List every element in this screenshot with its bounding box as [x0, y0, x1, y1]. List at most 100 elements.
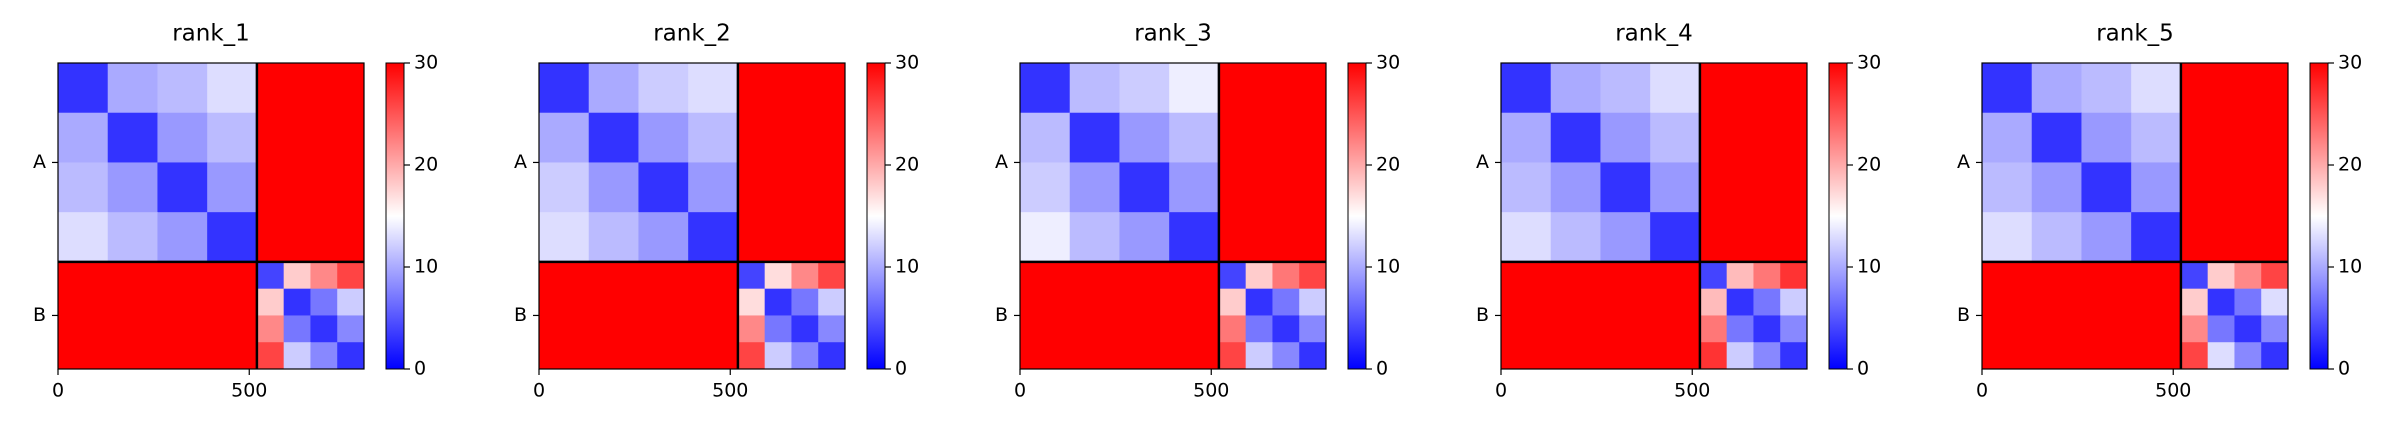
heatmap-cell — [1600, 112, 1651, 163]
heatmap-cell — [588, 112, 639, 163]
heatmap-cell — [2180, 315, 2209, 343]
heatmap-cell — [1726, 162, 1754, 213]
heatmap-cell — [2234, 162, 2262, 213]
heatmap-cell — [588, 212, 639, 263]
heatmap-cell — [2180, 288, 2209, 316]
heatmap-cell — [1982, 212, 2033, 263]
y-tick-label: A — [33, 151, 46, 173]
x-tick-label: 0 — [1014, 380, 1026, 402]
heatmap-cell — [1650, 342, 1701, 370]
heatmap-cell — [283, 212, 311, 263]
heatmap-cell — [1069, 162, 1120, 213]
heatmap-cell — [337, 288, 365, 316]
heatmap-cell — [1501, 342, 1552, 370]
heatmap-cell — [791, 288, 819, 316]
heatmap-cell — [1169, 315, 1220, 343]
colorbar-tick-label: 10 — [1376, 256, 1400, 278]
heatmap-cell — [2081, 162, 2132, 213]
heatmap-cell — [1245, 261, 1273, 290]
heatmap-cell — [818, 315, 846, 343]
heatmap-cell — [337, 112, 365, 163]
heatmap-cell — [2081, 63, 2132, 114]
heatmap-cell — [638, 342, 689, 370]
heatmap-cell — [1753, 112, 1781, 163]
plot-frame — [1019, 62, 1327, 370]
heatmap-cell — [1699, 63, 1728, 114]
heatmap-cell — [1753, 212, 1781, 263]
heatmap-cell — [310, 288, 338, 316]
heatmap-cell — [1272, 342, 1300, 370]
heatmap-cell — [2207, 212, 2235, 263]
heatmap-cell — [539, 342, 590, 370]
heatmap-cell — [1218, 261, 1247, 290]
heatmap-cell — [2207, 261, 2235, 290]
heatmap-cell — [1982, 288, 2033, 316]
heatmap-cell — [764, 342, 792, 370]
heatmap-cell — [588, 63, 639, 114]
heatmap-cell — [1780, 315, 1808, 343]
heatmap-cell — [58, 63, 109, 114]
heatmap-cell — [791, 162, 819, 213]
heatmap-cell — [2234, 288, 2262, 316]
heatmap-cell — [2207, 112, 2235, 163]
heatmap-cell — [2234, 112, 2262, 163]
heatmap-cell — [1245, 342, 1273, 370]
heatmap-cell — [1982, 261, 2033, 290]
heatmap-cell — [2180, 63, 2209, 114]
heatmap-cell — [1550, 63, 1601, 114]
heatmap-cell — [1069, 261, 1120, 290]
heatmap-cell — [2261, 63, 2289, 114]
heatmap-cell — [283, 162, 311, 213]
heatmap-cell — [1699, 288, 1728, 316]
y-tick-label: A — [1476, 151, 1489, 173]
y-tick-label: B — [1957, 304, 1970, 326]
heatmap-cell — [1550, 342, 1601, 370]
heatmap-cell — [818, 212, 846, 263]
heatmap-cell — [2234, 315, 2262, 343]
heatmap-cell — [539, 261, 590, 290]
heatmap-cell — [1650, 112, 1701, 163]
heatmap-cell — [310, 212, 338, 263]
heatmap-cell — [1650, 212, 1701, 263]
heatmap-cell — [1119, 63, 1170, 114]
heatmap-cell — [588, 288, 639, 316]
heatmap-cell — [1069, 212, 1120, 263]
heatmap-cell — [2180, 162, 2209, 213]
heatmap-cell — [2081, 112, 2132, 163]
heatmap-cell — [157, 342, 208, 370]
y-tick-label: A — [995, 151, 1008, 173]
heatmap-cell — [1119, 261, 1170, 290]
heatmap-cell — [1020, 162, 1071, 213]
heatmap-cell — [2207, 342, 2235, 370]
heatmap-cell — [283, 288, 311, 316]
heatmap-cell — [1753, 162, 1781, 213]
heatmap-cell — [1501, 63, 1552, 114]
heatmap-cell — [737, 261, 766, 290]
heatmap-cell — [1299, 112, 1327, 163]
x-tick-label: 500 — [1193, 380, 1229, 402]
heatmap-cell — [310, 342, 338, 370]
heatmap-cell — [1245, 63, 1273, 114]
heatmap-cell — [588, 162, 639, 213]
y-tick-label: B — [514, 304, 527, 326]
heatmap-cell — [638, 315, 689, 343]
heatmap-cell — [58, 315, 109, 343]
heatmap-cell — [791, 63, 819, 114]
heatmap-cell — [256, 63, 285, 114]
heatmap-cell — [1780, 63, 1808, 114]
heatmap-cell — [1020, 63, 1071, 114]
panel-title: rank_2 — [653, 21, 731, 47]
heatmap-cell — [1650, 261, 1701, 290]
heatmap-cell — [1069, 315, 1120, 343]
colorbar-tick-label: 30 — [1376, 52, 1400, 74]
heatmap-cell — [1780, 212, 1808, 263]
heatmap-cell — [2207, 63, 2235, 114]
heatmap-cell — [310, 162, 338, 213]
heatmap-cell — [764, 63, 792, 114]
heatmap-cell — [737, 288, 766, 316]
heatmap-cell — [1299, 212, 1327, 263]
y-tick-label: B — [33, 304, 46, 326]
colorbar-tick-label: 20 — [414, 154, 438, 176]
heatmap-cell — [2131, 315, 2182, 343]
